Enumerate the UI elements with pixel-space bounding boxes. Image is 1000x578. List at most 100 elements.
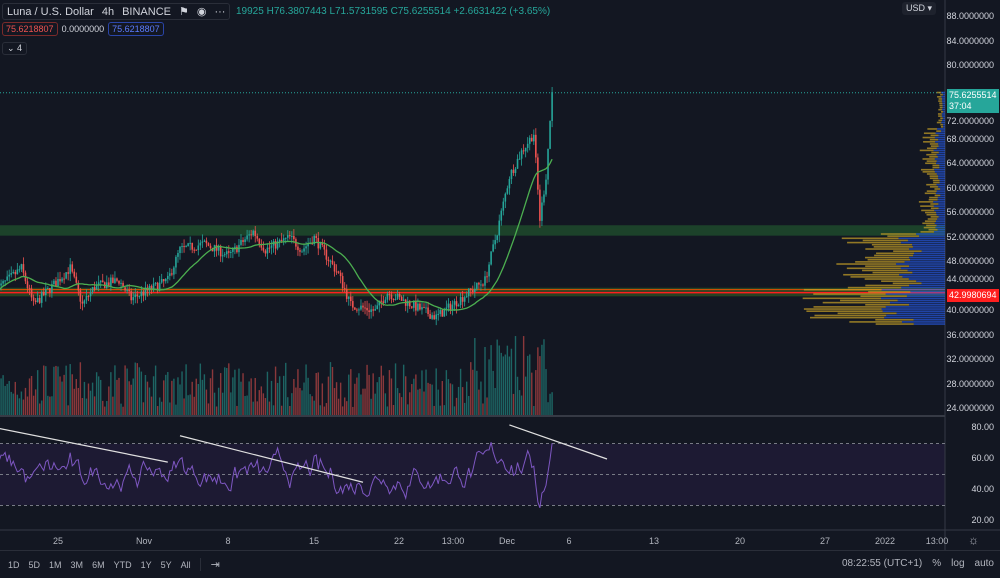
volume-bar [20, 391, 23, 415]
volume-bar [529, 354, 531, 415]
volume-bar [69, 364, 71, 415]
range-3m[interactable]: 3M [70, 559, 84, 570]
range-ytd[interactable]: YTD [113, 559, 132, 570]
volume-bar [508, 356, 511, 415]
candle [425, 302, 427, 313]
candle-body [187, 243, 189, 247]
candle-body [435, 314, 437, 320]
volume-profile-up [885, 306, 945, 308]
candle-body [134, 294, 137, 298]
volume-bar [51, 396, 53, 415]
volume-bar [457, 386, 460, 415]
range-all[interactable]: All [180, 559, 191, 570]
candle [134, 287, 137, 304]
candle [366, 300, 368, 316]
volume-bar [394, 363, 397, 415]
candle-body [467, 288, 470, 297]
candle-body [201, 241, 204, 243]
goto-date-icon[interactable]: ⇥ [199, 558, 220, 571]
candle [526, 137, 529, 153]
volume-bar [386, 406, 389, 415]
candle [286, 230, 289, 242]
range-5y[interactable]: 5Y [160, 559, 172, 570]
volume-profile-up [934, 136, 945, 139]
candle [411, 306, 413, 309]
time-axis-label: 13:00 [925, 536, 949, 546]
candle-body [225, 251, 228, 255]
candle-body [47, 288, 49, 290]
volume-profile-down [876, 252, 914, 255]
candle [388, 290, 391, 301]
volume-profile-up [936, 147, 945, 150]
candle-body [520, 150, 523, 159]
volume-profile-up [941, 113, 945, 115]
volume-profile-up [938, 186, 945, 188]
candle-body [315, 235, 318, 239]
candle [380, 294, 383, 309]
symbol-title[interactable]: Luna / U.S. Dollar 4h BINANCE ⚑ ◉ ··· [2, 3, 231, 20]
candle-body [264, 250, 267, 254]
volume-profile-up [913, 323, 945, 325]
volume-bar [390, 378, 393, 415]
candle-body [386, 293, 389, 300]
candle-body [79, 290, 82, 302]
clock[interactable]: 08:22:55 (UTC+1) [841, 558, 923, 569]
candle-body [95, 284, 98, 290]
range-1y[interactable]: 1Y [140, 559, 152, 570]
percent-toggle[interactable]: % [932, 558, 942, 569]
volume-profile-up [938, 207, 945, 210]
volume-bar [366, 364, 368, 415]
range-1d[interactable]: 1D [8, 559, 20, 570]
price-axis-label: 52.0000000 [946, 231, 994, 242]
volume-bar [445, 370, 448, 415]
range-5d[interactable]: 5D [28, 559, 41, 570]
volume-bar [120, 403, 122, 415]
candle-body [193, 249, 196, 251]
candle-body [26, 281, 29, 289]
time-axis-label: 8 [225, 536, 231, 546]
volume-profile-down [927, 218, 938, 220]
flag-icon[interactable]: ⚑ [178, 6, 189, 18]
volume-bar [443, 405, 446, 415]
volume-bar [492, 370, 494, 415]
volume-profile-down [940, 126, 944, 128]
volume-profile-up [942, 106, 945, 109]
currency-selector[interactable]: USD ▾ [902, 2, 937, 15]
candle-body [228, 251, 230, 253]
collapse-indicators-button[interactable]: ⌄ 4 [2, 42, 28, 55]
volume-bar [482, 403, 484, 415]
volume-profile-down [847, 241, 901, 244]
candle [386, 291, 389, 303]
candle [474, 281, 476, 298]
volume-profile-up [933, 149, 945, 152]
log-toggle[interactable]: log [951, 558, 965, 569]
more-icon[interactable]: ··· [214, 5, 226, 18]
eye-icon[interactable]: ◉ [196, 6, 207, 18]
chart-canvas[interactable] [0, 0, 1000, 550]
candle-body [122, 282, 124, 288]
candle [270, 240, 273, 255]
range-6m[interactable]: 6M [92, 559, 105, 570]
auto-toggle[interactable]: auto [974, 558, 994, 569]
candle [73, 268, 76, 279]
candle [183, 239, 185, 253]
candle-body [337, 271, 340, 273]
indicator-legend: 75.6218807 0.0000000 75.6218807 [2, 22, 164, 36]
volume-bar [344, 397, 346, 415]
time-axis-label: 27 [819, 536, 831, 546]
volume-bar [299, 387, 301, 415]
candle-body [2, 281, 4, 284]
volume-bar [93, 396, 96, 415]
volume-profile-up [916, 233, 945, 235]
settings-icon[interactable]: ☼ [968, 533, 979, 547]
range-1m[interactable]: 1M [49, 559, 62, 570]
volume-profile-up [936, 162, 945, 165]
candle [516, 154, 519, 169]
time-axis-label: 2022 [874, 536, 896, 546]
volume-profile-down [880, 233, 917, 235]
volume-bar [236, 405, 238, 415]
candle-body [368, 310, 370, 313]
candle [445, 300, 448, 316]
candle-body [291, 235, 293, 237]
candle-body [177, 252, 179, 257]
